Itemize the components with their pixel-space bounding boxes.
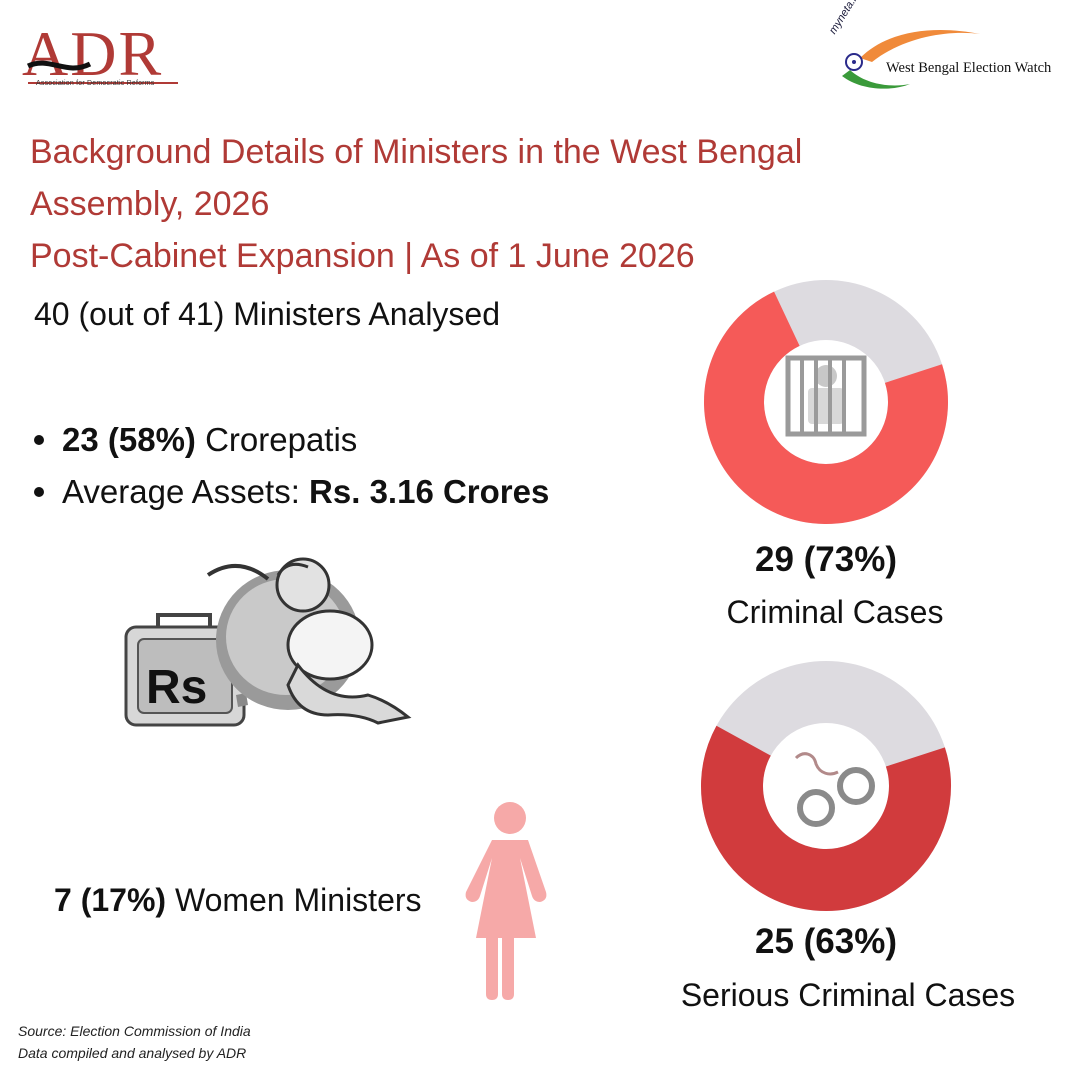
bullet-dot bbox=[34, 487, 44, 497]
serious-donut-arc bbox=[701, 725, 951, 911]
crorepatis-label: Crorepatis bbox=[195, 421, 358, 458]
women-label: Women Ministers bbox=[166, 882, 422, 918]
page-title: Background Details of Ministers in the W… bbox=[30, 126, 1030, 282]
title-line-2: Assembly, 2026 bbox=[30, 185, 270, 223]
bullet-dot bbox=[34, 435, 44, 445]
source-line-1: Source: Election Commission of India bbox=[18, 1023, 251, 1039]
source-note: Source: Election Commission of India Dat… bbox=[18, 1020, 251, 1064]
criminal-cases-donut bbox=[704, 280, 948, 524]
criminal-cases-label: Criminal Cases bbox=[726, 594, 944, 630]
adr-logo-text: ADR bbox=[22, 20, 163, 89]
title-line-1: Background Details of Ministers in the W… bbox=[30, 133, 803, 171]
crorepatis-count: 23 (58%) bbox=[62, 421, 196, 458]
minister-money-illustration: Rs bbox=[124, 557, 412, 727]
serious-cases-label: Serious Criminal Cases bbox=[680, 977, 1016, 1013]
average-assets-value: Rs. 3.16 Crores bbox=[309, 473, 550, 510]
adr-tagline: Association for Democratic Reforms bbox=[36, 80, 155, 87]
myneta-name: West Bengal Election Watch bbox=[886, 60, 1052, 76]
serious-criminal-cases-donut bbox=[701, 661, 951, 911]
adr-logo: ADR bbox=[22, 20, 178, 89]
average-assets-label: Average Assets: bbox=[62, 473, 310, 510]
criminal-donut-arc bbox=[704, 291, 948, 524]
average-assets-bullet: Average Assets: Rs. 3.16 Crores bbox=[34, 466, 549, 518]
rs-label: Rs bbox=[146, 661, 207, 714]
title-line-3: Post-Cabinet Expansion | As of 1 June 20… bbox=[30, 237, 695, 275]
money-bag-icon: Rs bbox=[124, 613, 255, 727]
women-count: 7 (17%) bbox=[54, 882, 167, 918]
handcuffs-icon bbox=[794, 752, 875, 827]
serious-cases-value: 25 (63%) bbox=[754, 922, 898, 961]
ministers-analysed: 40 (out of 41) Ministers Analysed bbox=[34, 296, 501, 332]
crorepatis-bullet: 23 (58%) Crorepatis bbox=[34, 414, 549, 466]
criminal-cases-value: 29 (73%) bbox=[754, 540, 898, 579]
asset-bullets: 23 (58%) Crorepatis Average Assets: Rs. … bbox=[34, 414, 549, 518]
myneta-logo bbox=[842, 29, 980, 89]
woman-icon bbox=[465, 802, 547, 1000]
source-line-2: Data compiled and analysed by ADR bbox=[18, 1045, 247, 1061]
women-ministers: 7 (17%) Women Ministers bbox=[54, 882, 422, 919]
jail-icon bbox=[785, 355, 867, 437]
reclining-minister-icon bbox=[206, 557, 412, 725]
